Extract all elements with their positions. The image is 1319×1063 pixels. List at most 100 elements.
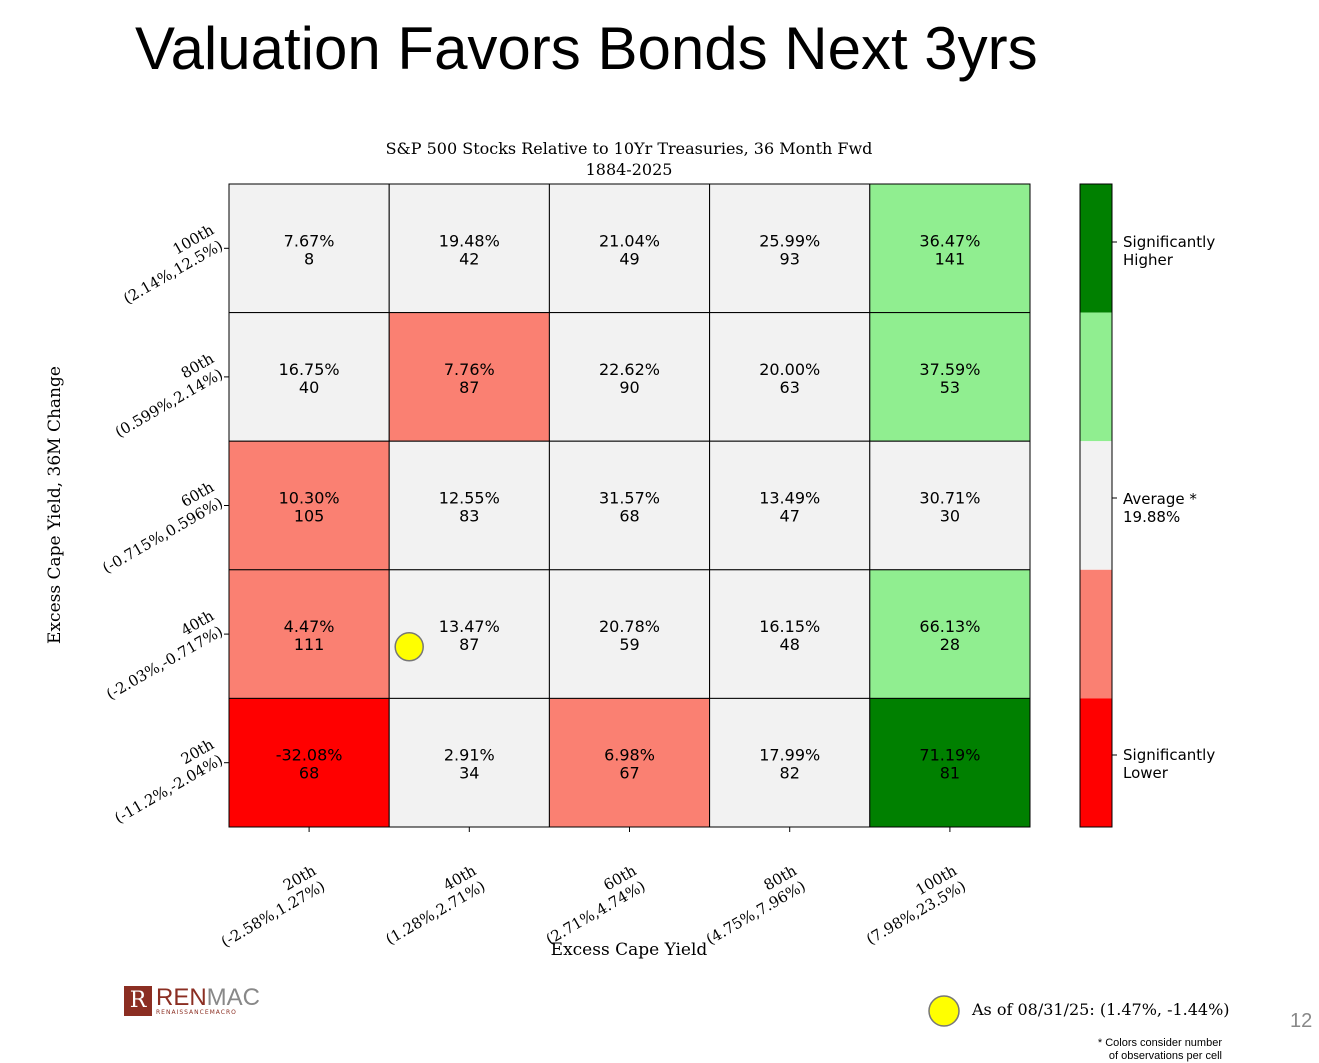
heatmap-cell <box>869 440 1031 571</box>
colorbar-label: Significantly <box>1123 746 1215 764</box>
y-axis-label: Excess Cape Yield, 36M Change <box>45 366 65 644</box>
colorbar-border <box>1079 183 1113 828</box>
legend-marker-icon <box>928 995 960 1027</box>
as-of-label: As of 08/31/25: (1.47%, -1.44%) <box>972 1000 1230 1019</box>
cell-count: 63 <box>780 378 800 397</box>
heatmap-cell <box>709 183 871 314</box>
y-tick-label: 80th(0.599%,2.14%) <box>112 349 226 441</box>
x-tick-range: (2.71%,4.74%) <box>543 877 649 948</box>
cell-value: 31.57% <box>599 489 660 508</box>
heatmap-cell <box>869 312 1031 442</box>
colorbar-label: Lower <box>1123 764 1169 782</box>
cell-value: 17.99% <box>759 746 820 765</box>
colorbar-segment <box>1080 312 1112 442</box>
cell-value: 13.47% <box>439 617 500 636</box>
cell-value: 21.04% <box>599 231 660 250</box>
cell-count: 8 <box>304 249 314 268</box>
cell-count: 30 <box>940 507 960 526</box>
cell-count: 40 <box>299 378 319 397</box>
cell-value: 36.47% <box>919 231 980 250</box>
heatmap-cell <box>388 697 550 828</box>
heatmap-cell <box>548 569 711 699</box>
heatmap-cell <box>869 569 1031 699</box>
cell-count: 82 <box>780 764 800 783</box>
cell-count: 28 <box>940 635 960 654</box>
cell-count: 68 <box>299 764 319 783</box>
y-tick-range: (-11.2%,-2.04%) <box>111 751 226 828</box>
cell-count: 47 <box>780 507 800 526</box>
colorbar-label: 19.88% <box>1123 508 1180 526</box>
heatmap-cell <box>548 697 711 828</box>
cell-count: 48 <box>780 635 800 654</box>
heatmap-cell <box>388 312 550 442</box>
cell-value: 66.13% <box>919 617 980 636</box>
cell-count: 93 <box>780 249 800 268</box>
colorbar-label: Significantly <box>1123 233 1215 251</box>
cell-count: 111 <box>294 635 325 654</box>
x-tick-label: 60th(2.71%,4.74%) <box>543 861 649 948</box>
x-tick-range: (-2.58%,1.27%) <box>218 877 328 951</box>
y-tick-range: (-2.03%,-0.717%) <box>103 622 226 703</box>
cell-count: 87 <box>459 378 479 397</box>
cell-count: 68 <box>619 507 639 526</box>
cell-count: 53 <box>940 378 960 397</box>
cell-value: -32.08% <box>276 746 343 765</box>
footnote: * Colors consider number of observations … <box>1097 1037 1222 1062</box>
y-tick-label: 60th(-0.715%,0.596%) <box>99 478 226 577</box>
cell-value: 13.49% <box>759 489 820 508</box>
heatmap-cell <box>548 440 711 571</box>
heatmap-cell <box>228 569 390 699</box>
cell-value: 7.67% <box>284 231 335 250</box>
cell-count: 81 <box>940 764 960 783</box>
cell-count: 67 <box>619 764 639 783</box>
cell-value: 2.91% <box>444 746 495 765</box>
heatmap-cell <box>228 697 390 828</box>
y-tick-label: 20th(-11.2%,-2.04%) <box>111 735 226 828</box>
colorbar-segment <box>1080 569 1112 699</box>
cell-value: 16.75% <box>279 360 340 379</box>
heatmap-cell <box>709 697 871 828</box>
x-tick-range: (1.28%,2.71%) <box>382 877 488 948</box>
y-tick-range: (0.599%,2.14%) <box>112 365 226 441</box>
heatmap-cell <box>709 569 871 699</box>
x-tick-label: 40th(1.28%,2.71%) <box>382 861 488 948</box>
heatmap-cell <box>709 440 871 571</box>
cell-value: 19.48% <box>439 231 500 250</box>
cell-value: 25.99% <box>759 231 820 250</box>
x-tick-range: (4.75%,7.96%) <box>703 877 809 948</box>
heatmap-cell <box>709 312 871 442</box>
y-tick-label: 40th(-2.03%,-0.717%) <box>103 606 226 703</box>
cell-value: 37.59% <box>919 360 980 379</box>
cell-count: 141 <box>935 249 966 268</box>
heatmap-cell <box>869 697 1031 828</box>
colorbar-segment <box>1080 698 1112 827</box>
cell-value: 22.62% <box>599 360 660 379</box>
slide-title: Valuation Favors Bonds Next 3yrs <box>135 15 1038 82</box>
colorbar-label: Average * <box>1123 490 1197 508</box>
cell-count: 83 <box>459 507 479 526</box>
cell-count: 87 <box>459 635 479 654</box>
cell-value: 30.71% <box>919 489 980 508</box>
cell-value: 4.47% <box>284 617 335 636</box>
colorbar-segment <box>1080 441 1112 570</box>
chart-subtitle: 1884-2025 <box>586 160 673 179</box>
x-tick-label: 20th(-2.58%,1.27%) <box>218 861 328 951</box>
heatmap-cell <box>548 183 711 314</box>
heatmap-cell <box>548 312 711 442</box>
colorbar-label: Higher <box>1123 251 1174 269</box>
colorbar-segment <box>1080 184 1112 313</box>
cell-count: 34 <box>459 764 479 783</box>
y-tick-label: 100th(2.14%,12.5%) <box>120 221 226 308</box>
page-number: 12 <box>1290 1010 1313 1032</box>
x-tick-label: 80th(4.75%,7.96%) <box>703 861 809 948</box>
current-position-marker <box>394 632 424 662</box>
cell-value: 20.00% <box>759 360 820 379</box>
cell-value: 20.78% <box>599 617 660 636</box>
cell-count: 49 <box>619 249 639 268</box>
x-axis-label: Excess Cape Yield <box>551 940 708 960</box>
cell-count: 42 <box>459 249 479 268</box>
heatmap-cell <box>388 440 550 571</box>
cell-count: 105 <box>294 507 325 526</box>
